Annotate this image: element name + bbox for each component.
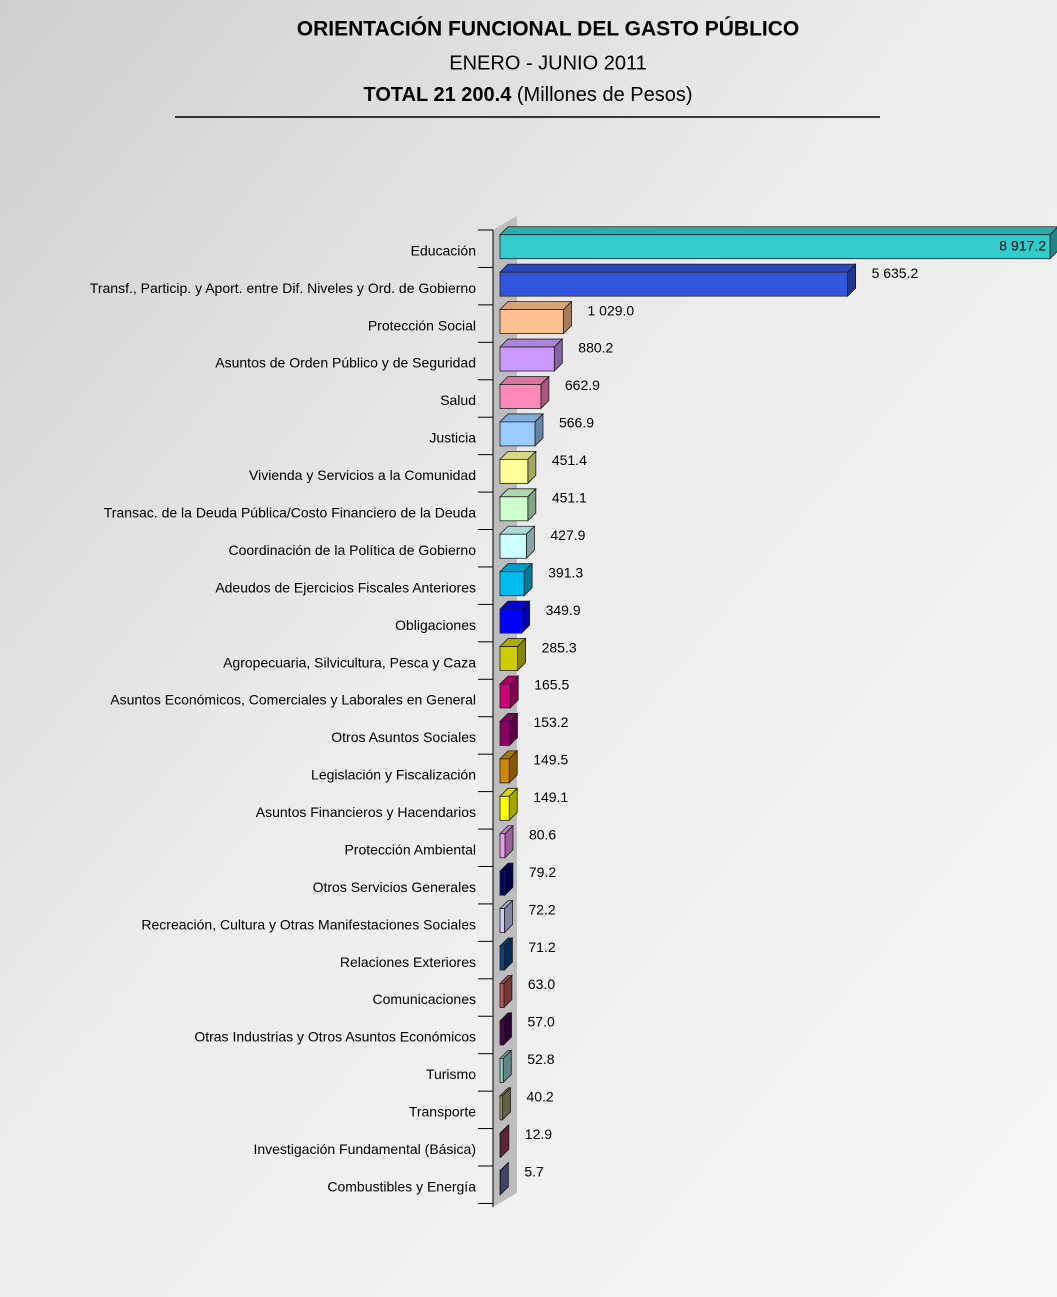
bar-top — [499, 338, 564, 348]
value-label: 57.0 — [528, 1014, 555, 1030]
category-label: Salud — [440, 392, 476, 408]
bar — [499, 421, 536, 447]
category-label: Otras Industrias y Otros Asuntos Económi… — [194, 1029, 476, 1045]
category-label: Turismo — [426, 1066, 476, 1082]
category-label: Asuntos Financieros y Hacendarios — [256, 804, 476, 820]
category-label: Vivienda y Servicios a la Comunidad — [249, 467, 476, 483]
bar — [499, 346, 555, 372]
category-label: Asuntos de Orden Público y de Seguridad — [215, 355, 476, 371]
bar — [499, 908, 505, 934]
chart-subtitle: ENERO - JUNIO 2011 — [449, 52, 646, 74]
category-label: Otros Asuntos Sociales — [331, 729, 476, 745]
value-label: 153.2 — [533, 714, 568, 730]
category-label: Educación — [411, 242, 476, 258]
bar — [499, 608, 522, 634]
category-label: Recreación, Cultura y Otras Manifestacio… — [141, 916, 476, 932]
category-label: Transporte — [409, 1104, 476, 1120]
value-label: 63.0 — [528, 976, 555, 992]
category-label: Relaciones Exteriores — [340, 954, 476, 970]
bar — [499, 1132, 502, 1158]
category-label: Agropecuaria, Silvicultura, Pesca y Caza — [223, 654, 476, 670]
category-label: Otros Servicios Generales — [313, 879, 476, 895]
category-label: Obligaciones — [395, 617, 476, 633]
chart-total: TOTAL 21 200.4 (Millones de Pesos) — [363, 84, 692, 106]
total-label: TOTAL 21 200.4 — [363, 84, 512, 106]
value-label: 8 917.2 — [999, 237, 1046, 253]
chart-title: ORIENTACIÓN FUNCIONAL DEL GASTO PÚBLICO — [297, 17, 799, 41]
category-label: Investigación Fundamental (Básica) — [253, 1141, 476, 1157]
bar — [499, 758, 510, 784]
category-label: Legislación y Fiscalización — [311, 767, 476, 783]
bar-top — [499, 301, 573, 311]
category-label: Adeudos de Ejercicios Fiscales Anteriore… — [215, 579, 476, 595]
bar — [499, 1020, 504, 1046]
value-label: 149.1 — [533, 789, 568, 805]
value-label: 79.2 — [529, 864, 556, 880]
bar — [499, 683, 511, 709]
bar — [499, 271, 848, 297]
bar — [499, 234, 1051, 260]
value-label: 1 029.0 — [587, 302, 634, 318]
category-label: Justicia — [429, 430, 476, 446]
bar — [499, 384, 542, 409]
units: (Millones de Pesos) — [517, 84, 693, 106]
value-label: 427.9 — [550, 527, 585, 543]
category-label: Combustibles y Energía — [327, 1178, 476, 1194]
bar-top — [499, 226, 1057, 236]
bar — [499, 945, 505, 971]
bar — [499, 1095, 503, 1121]
bar — [499, 646, 518, 671]
bar — [499, 795, 510, 821]
category-label: Asuntos Económicos, Comerciales y Labora… — [110, 692, 476, 708]
category-label: Transf., Particip. y Aport. entre Dif. N… — [90, 280, 476, 296]
value-label: 12.9 — [525, 1126, 552, 1142]
bar — [499, 983, 505, 1008]
bar — [499, 571, 525, 597]
bar — [499, 533, 527, 559]
value-label: 5.7 — [524, 1163, 544, 1179]
value-label: 566.9 — [559, 415, 594, 431]
bar — [499, 1170, 501, 1196]
category-label: Protección Ambiental — [344, 841, 476, 857]
value-label: 72.2 — [528, 901, 555, 917]
bar — [499, 870, 506, 896]
bar — [499, 458, 529, 484]
bar — [499, 1058, 504, 1083]
value-label: 52.8 — [527, 1051, 554, 1067]
value-label: 5 635.2 — [872, 265, 919, 281]
value-label: 880.2 — [578, 340, 613, 356]
category-label: Comunicaciones — [373, 991, 477, 1007]
value-label: 391.3 — [548, 564, 583, 580]
value-label: 40.2 — [526, 1089, 553, 1105]
bar — [499, 721, 510, 746]
value-label: 80.6 — [529, 826, 556, 842]
value-label: 451.1 — [552, 490, 587, 506]
value-label: 662.9 — [565, 377, 600, 393]
value-label: 349.9 — [546, 602, 581, 618]
category-label: Transac. de la Deuda Pública/Costo Finan… — [104, 505, 476, 521]
value-label: 149.5 — [533, 752, 568, 768]
value-label: 71.2 — [528, 939, 555, 955]
category-label: Protección Social — [368, 317, 476, 333]
value-label: 451.4 — [552, 452, 587, 468]
category-label: Coordinación de la Política de Gobierno — [229, 542, 477, 558]
bar-top — [499, 263, 857, 273]
bar — [499, 833, 506, 859]
value-label: 285.3 — [542, 639, 577, 655]
bar — [499, 309, 564, 335]
bar — [499, 496, 529, 522]
value-label: 165.5 — [534, 677, 569, 693]
